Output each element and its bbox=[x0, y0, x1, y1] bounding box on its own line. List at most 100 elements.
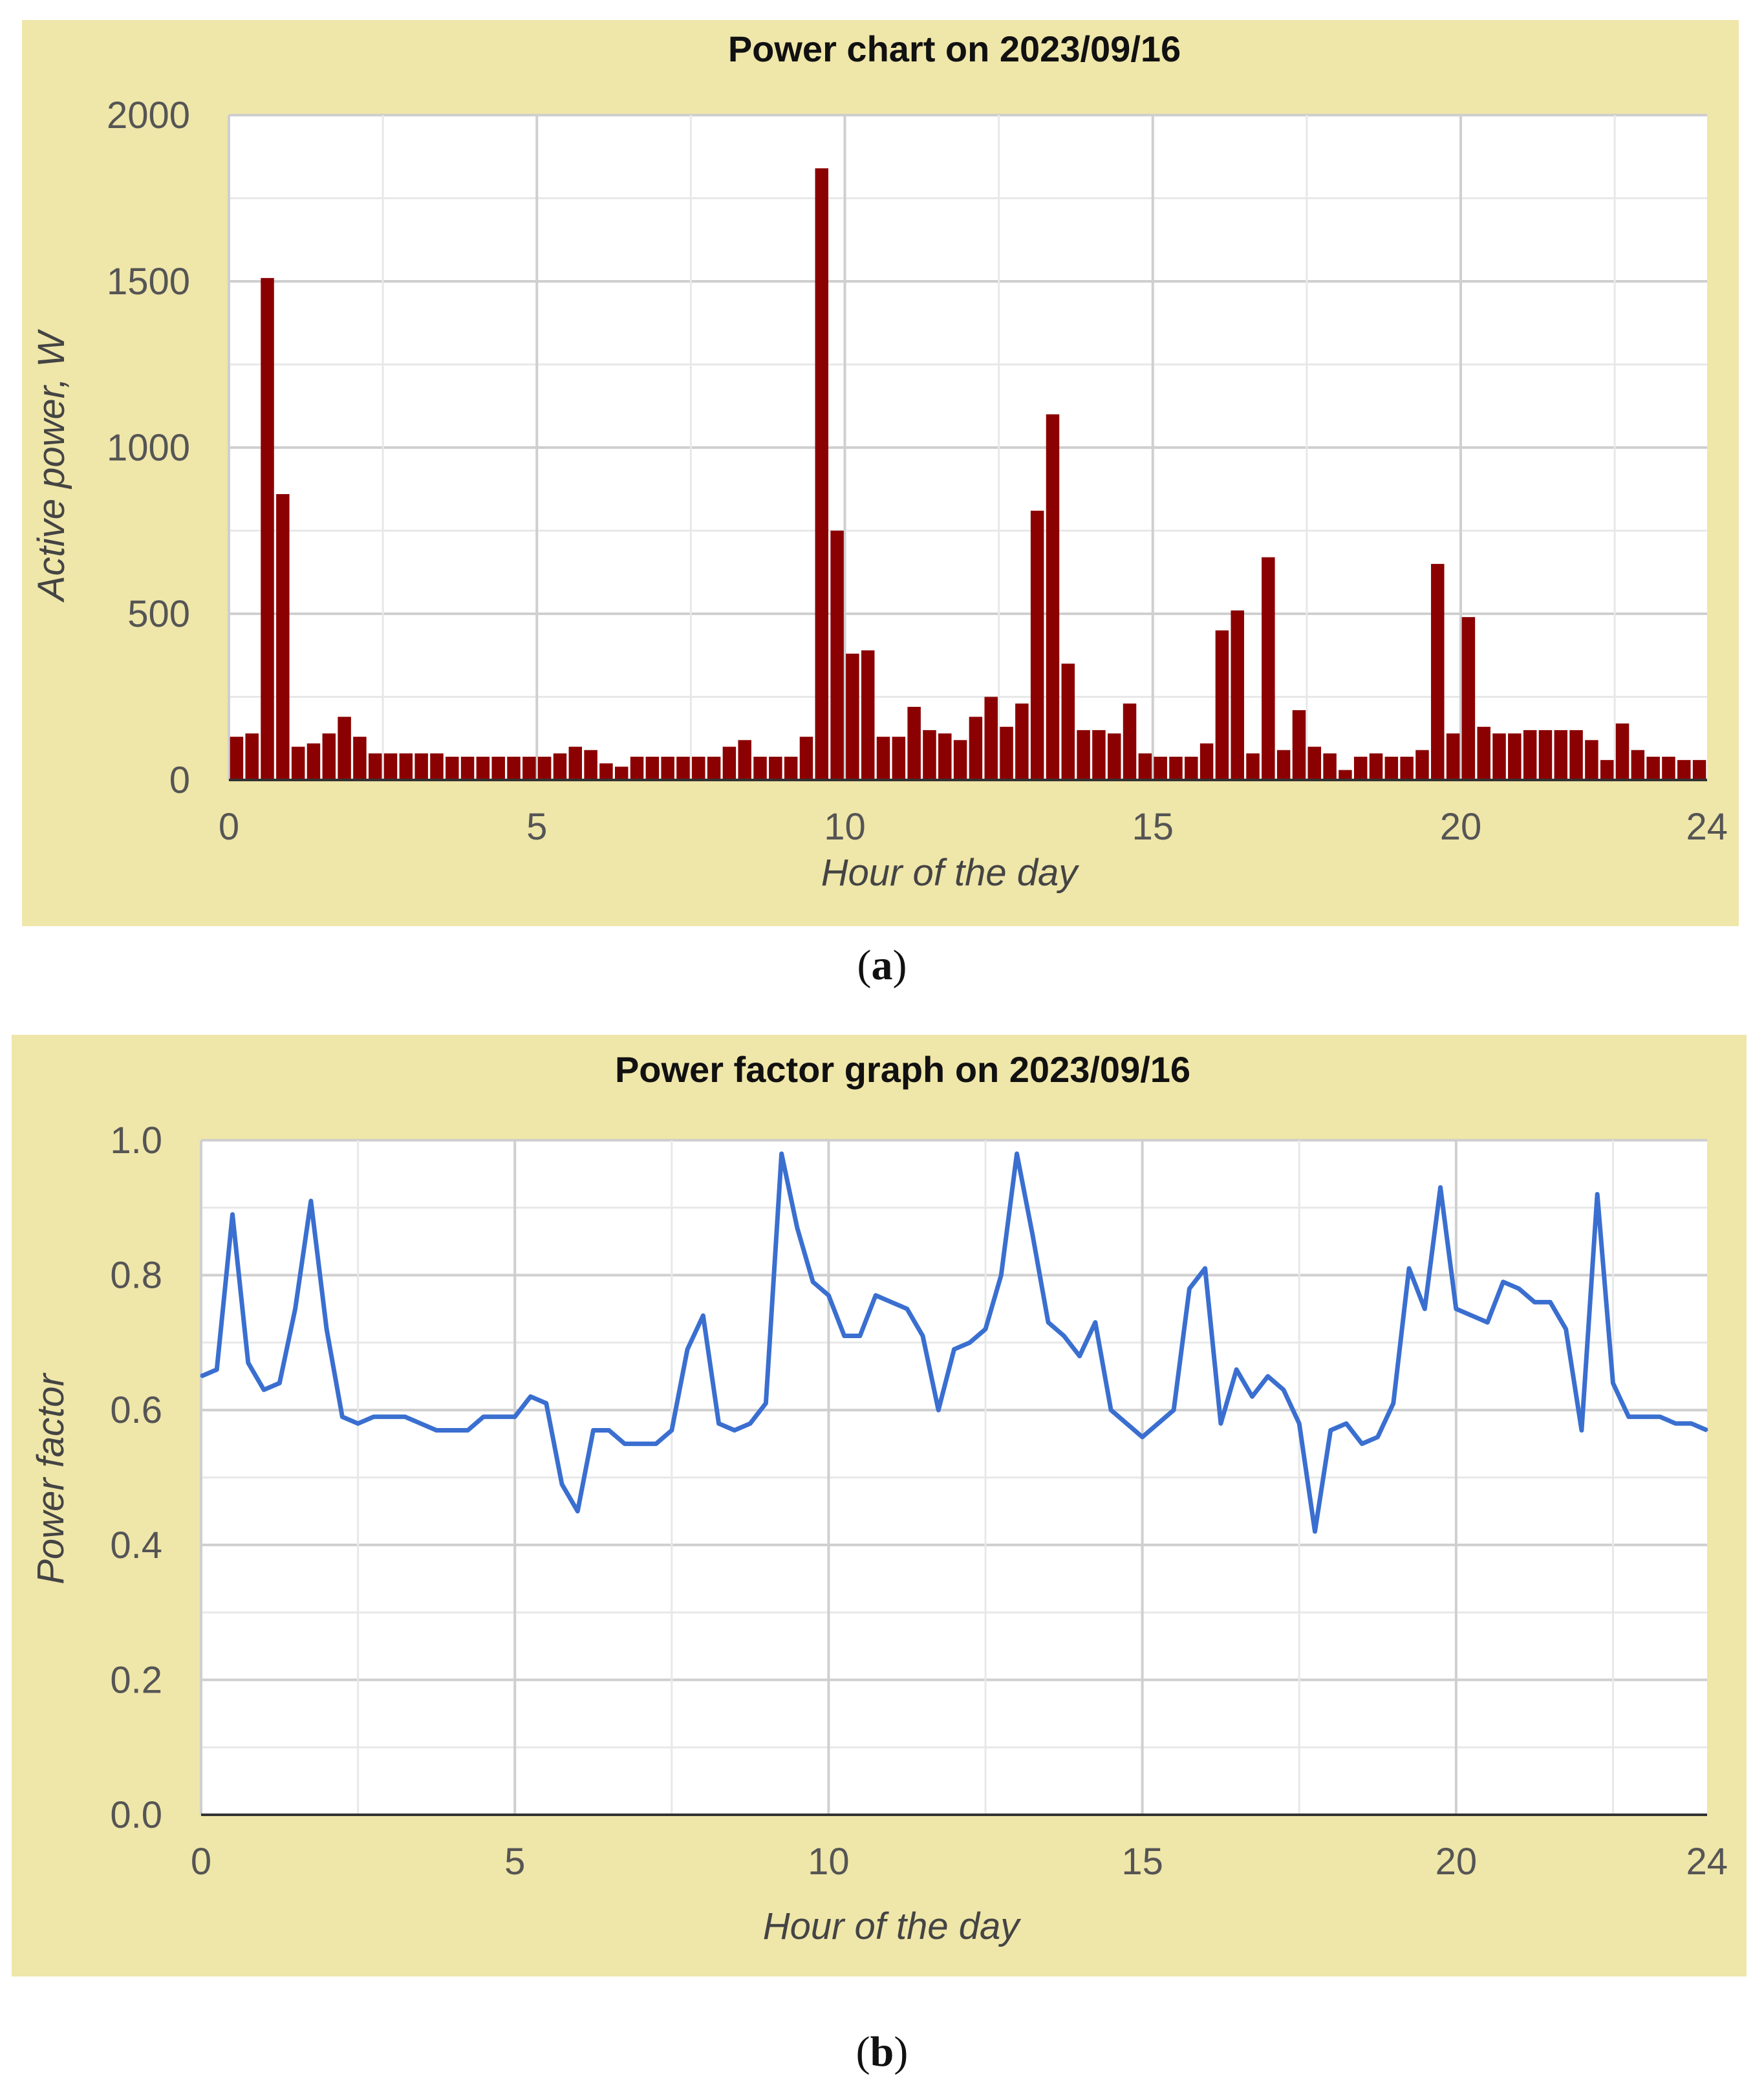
bar bbox=[568, 746, 583, 780]
power-factor-line-chart: 0.0 0.2 0.4 0.6 0.8 1.0 0 5 10 15 20 24 Power facto… bbox=[30, 1049, 1728, 1947]
data-point bbox=[921, 1334, 924, 1337]
data-point bbox=[1439, 1186, 1442, 1189]
caption-a: (a) bbox=[0, 941, 1764, 990]
data-point bbox=[231, 1213, 234, 1216]
data-point bbox=[1533, 1301, 1536, 1303]
bar bbox=[953, 740, 967, 780]
data-point bbox=[1643, 1416, 1646, 1418]
bar bbox=[784, 757, 798, 780]
data-point bbox=[1079, 1355, 1081, 1358]
data-point bbox=[1220, 1422, 1222, 1425]
data-point bbox=[890, 1301, 892, 1303]
caption-a-close: ) bbox=[892, 942, 907, 989]
bar bbox=[1061, 664, 1075, 780]
x-tick-label: 24 bbox=[1686, 1841, 1728, 1883]
bar bbox=[661, 757, 674, 780]
bar bbox=[1262, 557, 1275, 780]
data-point bbox=[984, 1328, 987, 1330]
data-point bbox=[1047, 1321, 1049, 1324]
data-point bbox=[1125, 1422, 1128, 1425]
bar bbox=[1569, 730, 1583, 780]
caption-a-letter: a bbox=[871, 942, 893, 989]
bar bbox=[1169, 757, 1183, 780]
data-point bbox=[1251, 1395, 1253, 1398]
data-point bbox=[466, 1429, 469, 1431]
data-point bbox=[545, 1402, 548, 1405]
bar bbox=[1077, 730, 1090, 780]
bar bbox=[984, 697, 998, 780]
bar bbox=[261, 277, 274, 780]
data-point bbox=[639, 1442, 641, 1445]
data-point bbox=[403, 1416, 406, 1418]
bar bbox=[537, 757, 552, 780]
data-point bbox=[420, 1422, 422, 1425]
bar bbox=[245, 733, 259, 780]
data-point bbox=[874, 1294, 877, 1297]
bar bbox=[799, 737, 813, 780]
data-point bbox=[1549, 1301, 1551, 1303]
x-tick-label: 10 bbox=[824, 806, 866, 848]
bar bbox=[1477, 726, 1490, 780]
bar bbox=[707, 757, 721, 780]
y-tick-label: 2000 bbox=[107, 94, 190, 136]
data-point bbox=[686, 1348, 689, 1350]
data-point bbox=[1565, 1328, 1567, 1330]
data-point bbox=[1031, 1233, 1034, 1236]
bar bbox=[907, 706, 921, 780]
y-tick-label: 0.6 bbox=[110, 1389, 162, 1431]
x-tick-label: 15 bbox=[1121, 1841, 1163, 1883]
bar bbox=[1307, 746, 1322, 780]
bar bbox=[446, 757, 459, 780]
data-point bbox=[733, 1429, 736, 1431]
data-point bbox=[1423, 1308, 1426, 1310]
data-point bbox=[388, 1416, 391, 1418]
bar bbox=[353, 737, 367, 780]
data-point bbox=[1110, 1409, 1112, 1411]
data-point bbox=[482, 1416, 485, 1418]
data-point bbox=[263, 1389, 265, 1391]
bar bbox=[1107, 733, 1121, 780]
bar bbox=[338, 717, 351, 780]
bar bbox=[1339, 770, 1352, 780]
y-axis-label: Power factor bbox=[30, 1372, 72, 1585]
data-point bbox=[1062, 1334, 1065, 1337]
y-tick-label: 0 bbox=[169, 759, 190, 801]
data-point bbox=[1282, 1389, 1285, 1391]
bar bbox=[738, 740, 751, 780]
data-point bbox=[576, 1510, 579, 1513]
data-point bbox=[1470, 1314, 1473, 1317]
bar bbox=[1554, 730, 1568, 780]
y-tick-label: 1000 bbox=[107, 427, 190, 469]
x-tick-label: 20 bbox=[1436, 1841, 1478, 1883]
data-point bbox=[608, 1429, 610, 1431]
data-point bbox=[1188, 1287, 1190, 1290]
data-point bbox=[812, 1281, 814, 1283]
x-axis-label: Hour of the day bbox=[763, 1905, 1022, 1947]
data-point bbox=[1345, 1422, 1348, 1425]
bar bbox=[846, 653, 859, 780]
bar bbox=[476, 757, 490, 780]
data-point bbox=[1674, 1422, 1677, 1425]
data-point bbox=[294, 1308, 297, 1310]
bar bbox=[815, 168, 829, 780]
bar bbox=[753, 757, 767, 780]
bar bbox=[1276, 750, 1291, 780]
data-point bbox=[1659, 1416, 1661, 1418]
data-point bbox=[937, 1409, 940, 1411]
x-tick-label: 5 bbox=[504, 1841, 525, 1883]
chart-title: Power chart on 2023/09/16 bbox=[728, 28, 1181, 69]
bar bbox=[368, 753, 382, 780]
power-bar-chart: 0 500 1000 1500 2000 0 5 10 15 20 24 Power chart o… bbox=[30, 28, 1728, 894]
data-point bbox=[702, 1314, 704, 1317]
bar bbox=[322, 733, 336, 780]
data-point bbox=[1392, 1402, 1395, 1405]
bar bbox=[692, 757, 705, 780]
data-point bbox=[780, 1153, 783, 1155]
bar bbox=[938, 733, 952, 780]
bar bbox=[1185, 757, 1198, 780]
bar bbox=[291, 746, 305, 780]
data-point bbox=[215, 1369, 218, 1371]
bar bbox=[1154, 757, 1167, 780]
data-point bbox=[1000, 1274, 1002, 1277]
bar bbox=[383, 753, 398, 780]
